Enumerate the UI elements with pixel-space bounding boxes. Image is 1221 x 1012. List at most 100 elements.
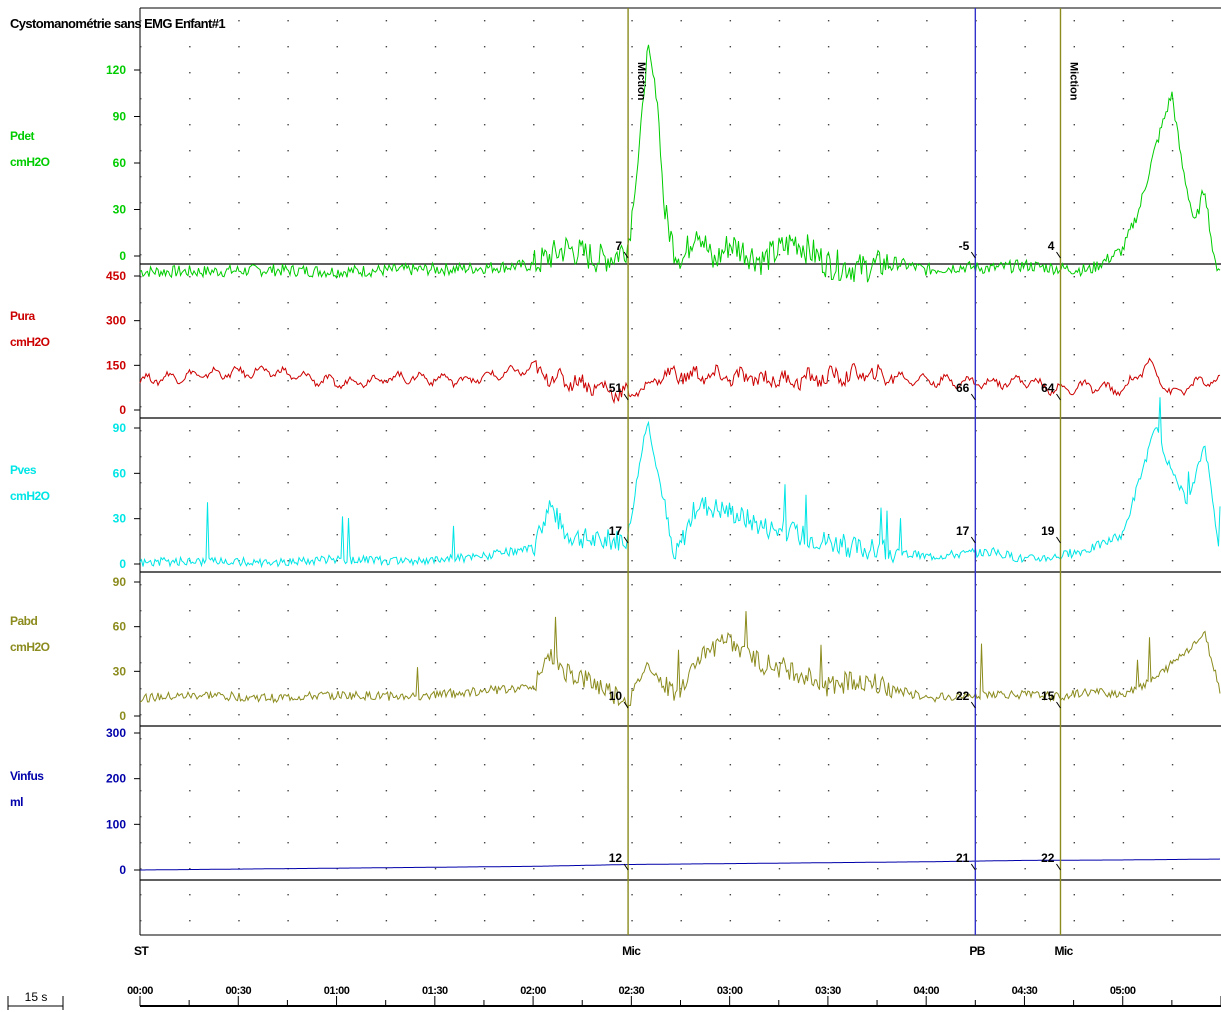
grid-dot	[287, 610, 289, 612]
grid-dot	[877, 276, 879, 278]
grid-dot	[729, 150, 732, 152]
grid-dot	[680, 430, 682, 432]
grid-dot	[582, 406, 584, 408]
grid-dot	[189, 380, 191, 382]
grid-dot	[926, 72, 928, 74]
grid-dot	[877, 72, 879, 74]
grid-dot	[729, 328, 732, 330]
grid-dot	[680, 124, 682, 126]
grid-dot	[434, 430, 437, 432]
grid-dot	[926, 302, 928, 304]
grid-dot	[189, 430, 191, 432]
grid-dot	[1122, 714, 1125, 716]
grid-dot	[287, 534, 289, 536]
grid-dot	[533, 430, 535, 432]
series-pdet	[139, 44, 1221, 283]
grid-dot	[729, 430, 732, 432]
grid-dot	[238, 406, 240, 408]
grid-dot	[778, 764, 781, 766]
grid-dot	[189, 302, 191, 304]
chart-title: Cystomanométrie sans EMG Enfant#1	[10, 16, 226, 31]
grid-dot	[287, 150, 289, 152]
grid-dot	[1171, 46, 1174, 48]
grid-dot	[1024, 302, 1026, 304]
grid-dot	[1122, 662, 1125, 664]
grid-dot	[729, 738, 732, 740]
grid-dot	[631, 610, 633, 612]
grid-dot	[238, 72, 240, 74]
grid-dot	[1073, 302, 1075, 304]
grid-dot	[1122, 868, 1125, 870]
grid-dot	[385, 406, 388, 408]
grid-dot	[385, 302, 388, 304]
marker-pointer	[970, 251, 976, 259]
grid-dot	[729, 790, 732, 792]
time-tick-label: 05:00	[1110, 985, 1136, 997]
grid-dot	[1171, 328, 1174, 330]
grid-dot	[877, 176, 879, 178]
grid-dot	[336, 254, 338, 256]
grid-dot	[336, 228, 338, 230]
grid-dot	[1122, 894, 1125, 896]
y-tick-label: 300	[106, 314, 126, 328]
grid-dot	[434, 276, 437, 278]
grid-dot	[434, 46, 437, 48]
grid-dot	[140, 790, 142, 792]
grid-dot	[385, 46, 388, 48]
grid-dot	[189, 456, 191, 458]
marker-pointer	[623, 536, 629, 544]
grid-dot	[631, 20, 633, 22]
grid-dot	[238, 816, 240, 818]
grid-dot	[287, 714, 289, 716]
grid-dot	[483, 764, 486, 766]
grid-dot	[238, 636, 240, 638]
grid-dot	[1073, 894, 1075, 896]
grid-dot	[238, 842, 240, 844]
grid-dot	[729, 534, 732, 536]
grid-dot	[238, 20, 240, 22]
grid-dot	[140, 254, 142, 256]
grid-dot	[483, 534, 486, 536]
grid-dot	[827, 868, 830, 870]
grid-dot	[238, 176, 240, 178]
marker-value: 19	[1041, 524, 1055, 538]
grid-dot	[926, 714, 928, 716]
grid-dot	[827, 98, 830, 100]
series-pura	[139, 357, 1221, 405]
grid-dot	[483, 790, 486, 792]
grid-dot	[1122, 560, 1125, 562]
grid-dot	[827, 20, 830, 22]
grid-dot	[385, 380, 388, 382]
grid-dot	[1171, 124, 1174, 126]
grid-dot	[926, 508, 928, 510]
grid-dot	[778, 430, 781, 432]
grid-dot	[729, 636, 732, 638]
grid-dot	[1171, 202, 1174, 204]
grid-dot	[287, 584, 289, 586]
grid-dot	[140, 714, 142, 716]
grid-dot	[287, 790, 289, 792]
grid-dot	[1122, 20, 1125, 22]
grid-dot	[582, 508, 584, 510]
grid-dot	[1122, 46, 1125, 48]
grid-dot	[778, 406, 781, 408]
grid-dot	[926, 430, 928, 432]
grid-dot	[1073, 20, 1075, 22]
grid-dot	[189, 662, 191, 664]
grid-dot	[1073, 328, 1075, 330]
grid-dot	[287, 354, 289, 356]
grid-dot	[189, 482, 191, 484]
grid-dot	[287, 894, 289, 896]
grid-dot	[238, 46, 240, 48]
grid-dot	[827, 790, 830, 792]
grid-dot	[1171, 894, 1174, 896]
grid-dot	[1024, 176, 1026, 178]
grid-dot	[434, 254, 437, 256]
grid-dot	[1024, 46, 1026, 48]
grid-dot	[483, 430, 486, 432]
grid-dot	[729, 482, 732, 484]
grid-dot	[483, 176, 486, 178]
grid-dot	[729, 98, 732, 100]
grid-dot	[827, 662, 830, 664]
grid-dot	[483, 20, 486, 22]
